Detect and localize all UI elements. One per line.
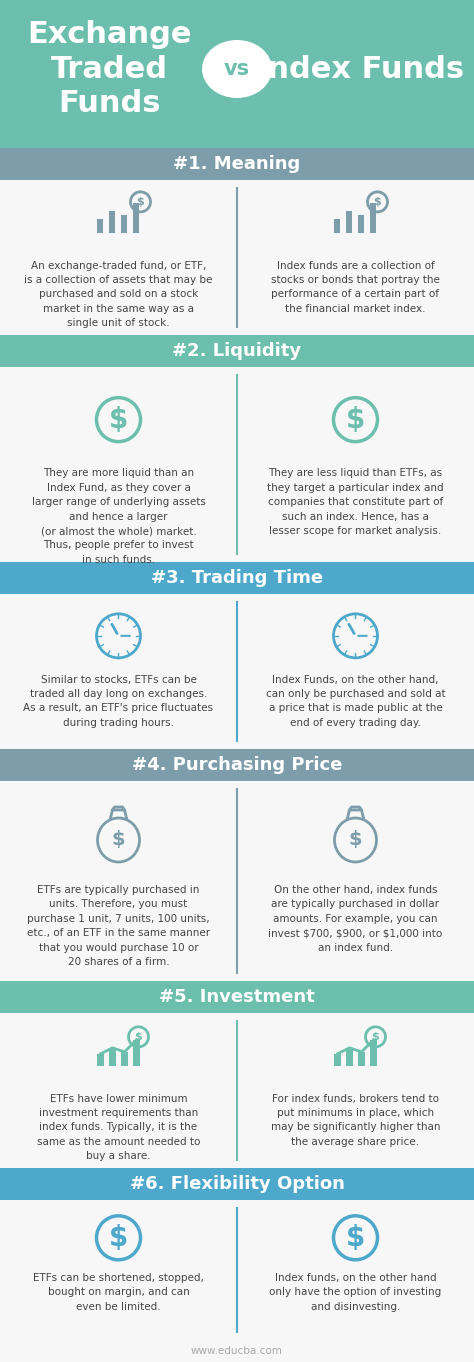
Text: $: $ bbox=[346, 1224, 365, 1252]
Text: $: $ bbox=[374, 197, 382, 207]
Text: $: $ bbox=[135, 1032, 142, 1042]
Bar bbox=[109, 211, 116, 233]
Text: $: $ bbox=[109, 1224, 128, 1252]
Bar bbox=[97, 1054, 104, 1066]
Bar bbox=[121, 215, 128, 233]
Bar bbox=[0, 563, 474, 594]
Bar bbox=[370, 1039, 377, 1066]
Bar bbox=[0, 180, 474, 335]
Text: For index funds, brokers tend to
put minimums in place, which
may be significant: For index funds, brokers tend to put min… bbox=[271, 1094, 440, 1147]
Bar bbox=[358, 1051, 365, 1066]
Text: #1. Meaning: #1. Meaning bbox=[173, 155, 301, 173]
Text: www.educba.com: www.educba.com bbox=[191, 1346, 283, 1357]
Bar bbox=[334, 1054, 341, 1066]
Bar bbox=[346, 211, 353, 233]
Text: ETFs can be shortened, stopped,
bought on margin, and can
even be limited.: ETFs can be shortened, stopped, bought o… bbox=[33, 1273, 204, 1312]
Bar bbox=[98, 219, 103, 233]
Text: $: $ bbox=[372, 1032, 379, 1042]
Text: Index Funds: Index Funds bbox=[256, 54, 465, 83]
Bar bbox=[0, 1169, 474, 1200]
Bar bbox=[0, 1013, 474, 1169]
Bar bbox=[133, 1039, 140, 1066]
Bar bbox=[0, 749, 474, 780]
Bar bbox=[358, 215, 365, 233]
Bar bbox=[0, 1340, 474, 1362]
Bar bbox=[121, 1051, 128, 1066]
Text: An exchange-traded fund, or ETF,
is a collection of assets that may be
purchased: An exchange-traded fund, or ETF, is a co… bbox=[24, 260, 213, 328]
Bar bbox=[371, 203, 376, 233]
Bar bbox=[0, 594, 474, 749]
Text: On the other hand, index funds
are typically purchased in dollar
amounts. For ex: On the other hand, index funds are typic… bbox=[268, 885, 443, 952]
Text: #2. Liquidity: #2. Liquidity bbox=[173, 342, 301, 360]
Text: vs: vs bbox=[224, 59, 250, 79]
Text: $: $ bbox=[112, 831, 125, 850]
Bar bbox=[0, 1200, 474, 1340]
Text: Index Funds, on the other hand,
can only be purchased and sold at
a price that i: Index Funds, on the other hand, can only… bbox=[266, 674, 445, 727]
Text: Similar to stocks, ETFs can be
traded all day long on exchanges.
As a result, an: Similar to stocks, ETFs can be traded al… bbox=[24, 674, 213, 727]
Text: $: $ bbox=[349, 831, 362, 850]
Text: #3. Trading Time: #3. Trading Time bbox=[151, 569, 323, 587]
Text: #4. Purchasing Price: #4. Purchasing Price bbox=[132, 756, 342, 774]
Text: Index funds, on the other hand
only have the option of investing
and disinvestin: Index funds, on the other hand only have… bbox=[269, 1273, 442, 1312]
Bar bbox=[109, 1047, 116, 1066]
Text: ETFs are typically purchased in
units. Therefore, you must
purchase 1 unit, 7 un: ETFs are typically purchased in units. T… bbox=[27, 885, 210, 967]
Bar bbox=[0, 0, 474, 148]
Bar bbox=[0, 780, 474, 981]
Bar bbox=[0, 366, 474, 563]
Text: #5. Investment: #5. Investment bbox=[159, 987, 315, 1007]
Bar bbox=[335, 219, 340, 233]
Text: ETFs have lower minimum
investment requirements than
index funds. Typically, it : ETFs have lower minimum investment requi… bbox=[37, 1094, 200, 1162]
Text: $: $ bbox=[109, 406, 128, 433]
Ellipse shape bbox=[202, 39, 272, 98]
Bar bbox=[0, 335, 474, 366]
Bar bbox=[134, 203, 139, 233]
Text: They are more liquid than an
Index Fund, as they cover a
larger range of underly: They are more liquid than an Index Fund,… bbox=[32, 469, 205, 565]
Text: They are less liquid than ETFs, as
they target a particular index and
companies : They are less liquid than ETFs, as they … bbox=[267, 469, 444, 537]
Bar bbox=[346, 1047, 353, 1066]
Text: Index funds are a collection of
stocks or bonds that portray the
performance of : Index funds are a collection of stocks o… bbox=[271, 260, 440, 313]
Text: $: $ bbox=[346, 406, 365, 433]
Text: Exchange
Traded
Funds: Exchange Traded Funds bbox=[27, 20, 191, 118]
Bar bbox=[0, 148, 474, 180]
Bar bbox=[0, 981, 474, 1013]
Text: $: $ bbox=[137, 197, 145, 207]
Text: #6. Flexibility Option: #6. Flexibility Option bbox=[129, 1175, 345, 1193]
